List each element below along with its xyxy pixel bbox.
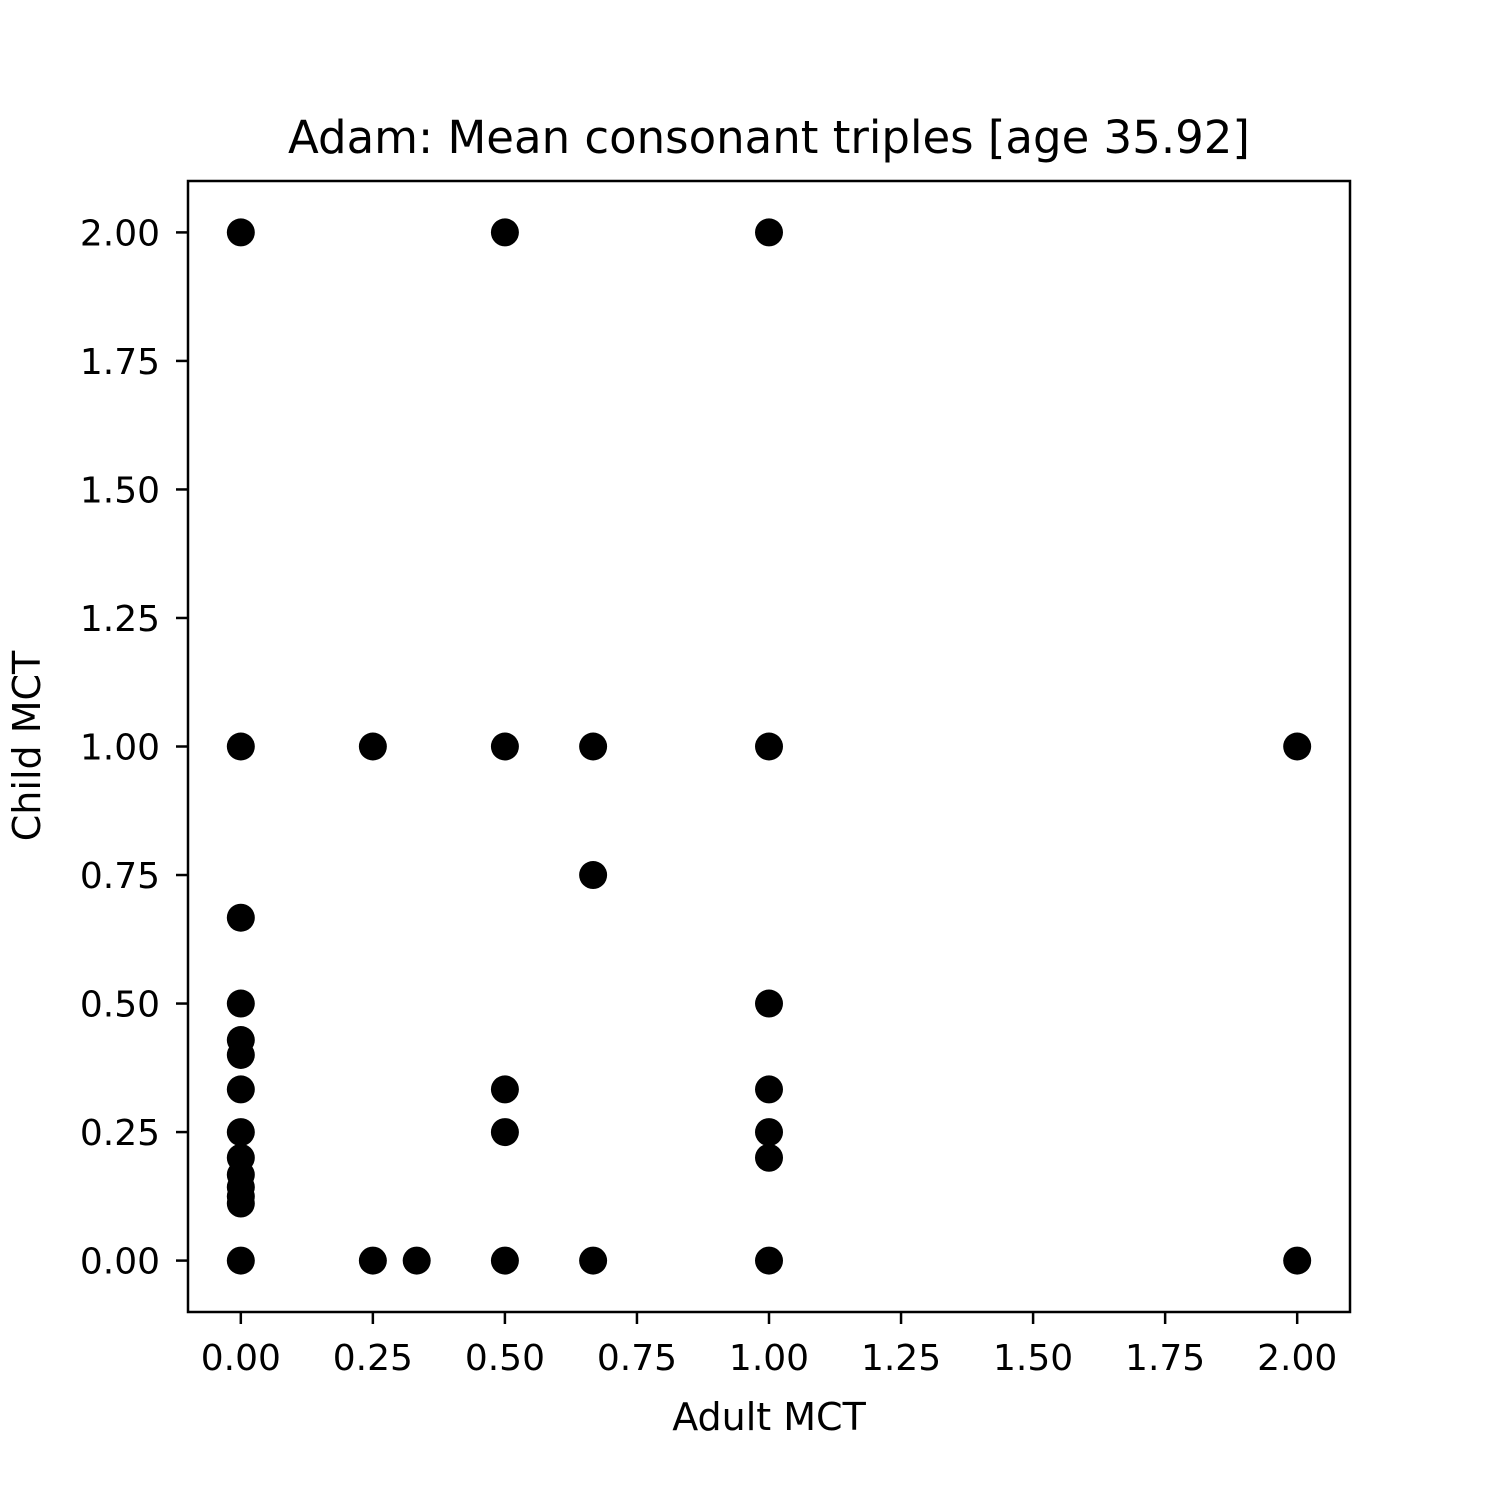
chart-title: Adam: Mean consonant triples [age 35.92]	[288, 111, 1250, 164]
scatter-point	[755, 1143, 783, 1172]
scatter-point	[226, 1040, 255, 1069]
scatter-point	[579, 861, 608, 890]
scatter-point	[226, 1189, 255, 1218]
scatter-point	[755, 989, 783, 1018]
scatter-point	[226, 218, 255, 247]
scatter-point	[358, 732, 387, 761]
x-tick-label: 0.00	[201, 1338, 281, 1379]
scatter-point	[226, 1118, 255, 1147]
x-tick-label: 1.25	[861, 1338, 941, 1379]
points-layer	[226, 218, 1312, 1275]
x-tick-label: 2.00	[1257, 1338, 1337, 1379]
scatter-point	[755, 1246, 783, 1275]
y-tick-label: 0.00	[80, 1242, 160, 1283]
x-tick-label: 1.00	[729, 1338, 809, 1379]
scatter-point	[226, 989, 255, 1018]
x-tick-label: 1.75	[1125, 1338, 1205, 1379]
scatter-point	[490, 218, 519, 247]
y-tick-label: 1.00	[80, 728, 160, 769]
scatter-point	[226, 903, 255, 932]
scatter-point	[226, 1246, 255, 1275]
scatter-point	[755, 1075, 783, 1104]
y-tick-label: 0.25	[80, 1113, 160, 1154]
y-axis-label: Child MCT	[5, 650, 49, 841]
x-axis-label: Adult MCT	[672, 1395, 866, 1439]
scatter-point	[402, 1246, 431, 1275]
scatter-point	[226, 1075, 255, 1104]
x-tick-label: 0.75	[597, 1338, 677, 1379]
y-tick-label: 1.50	[80, 470, 160, 511]
scatter-point	[579, 1246, 608, 1275]
plot-area	[186, 179, 1352, 1314]
scatter-point	[1283, 732, 1312, 761]
y-tick-label: 1.25	[80, 599, 160, 640]
scatter-point	[490, 1118, 519, 1147]
scatter-point	[226, 732, 255, 761]
x-tick-label: 0.50	[465, 1338, 545, 1379]
y-axis-ticks: 0.00 0.25 0.50 0.75 1.00 1.25 1.50 1.75 2.00	[80, 213, 188, 1283]
x-axis-ticks: 0.00 0.25 0.50 0.75 1.00 1.25 1.50 1.75 2.00	[201, 1312, 1337, 1379]
y-tick-label: 1.75	[80, 342, 160, 383]
scatter-point	[755, 1118, 783, 1147]
scatter-point	[490, 1246, 519, 1275]
scatter-point	[579, 732, 608, 761]
x-tick-label: 1.50	[993, 1338, 1073, 1379]
x-tick-label: 0.25	[333, 1338, 413, 1379]
y-tick-label: 0.50	[80, 985, 160, 1026]
y-tick-label: 2.00	[80, 213, 160, 254]
scatter-point	[358, 1246, 387, 1275]
scatter-point	[755, 218, 783, 247]
y-tick-label: 0.75	[80, 856, 160, 897]
scatter-point	[490, 732, 519, 761]
scatter-point	[755, 732, 783, 761]
scatter-point	[490, 1075, 519, 1104]
scatter-point	[1283, 1246, 1312, 1275]
